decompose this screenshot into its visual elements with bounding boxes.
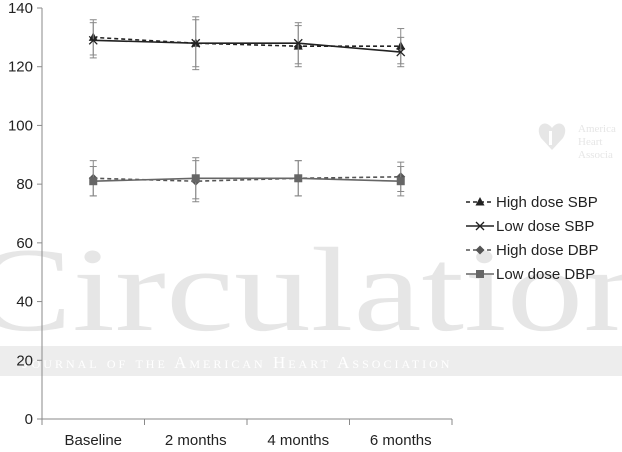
y-tick-label: 20 bbox=[16, 352, 33, 369]
x-tick-label: Baseline bbox=[64, 432, 122, 449]
watermark-title: Circulation bbox=[0, 223, 622, 356]
series-line bbox=[93, 39, 401, 53]
y-tick-label: 100 bbox=[8, 117, 33, 134]
watermark: Circulation Journal of the American Hear… bbox=[0, 123, 622, 376]
data-point bbox=[396, 47, 406, 57]
axes: 0 20 40 60 80 100 120 140 Baseline 2 months 4 mont… bbox=[8, 0, 453, 449]
data-point bbox=[293, 38, 303, 48]
x-tick-label: 2 months bbox=[165, 432, 227, 449]
heart-logo-icon: America Heart Associa bbox=[538, 123, 616, 161]
legend-marker bbox=[475, 197, 485, 206]
y-tick-label: 80 bbox=[16, 176, 33, 193]
x-tick-label: 6 months bbox=[370, 432, 432, 449]
watermark-band-text: Journal of the American Heart Associatio… bbox=[22, 353, 452, 372]
plot-area bbox=[88, 16, 406, 203]
legend-label: High dose SBP bbox=[496, 194, 598, 211]
series-1 bbox=[88, 19, 406, 68]
svg-text:Associa: Associa bbox=[578, 149, 613, 161]
x-tick-label: 4 months bbox=[267, 432, 329, 449]
legend-item: Low dose DBP bbox=[466, 266, 595, 283]
legend-item: Low dose SBP bbox=[466, 218, 594, 235]
legend-marker bbox=[475, 221, 485, 231]
svg-text:Heart: Heart bbox=[578, 136, 602, 148]
series-3 bbox=[89, 157, 405, 200]
data-point bbox=[396, 177, 405, 186]
legend-label: Low dose SBP bbox=[496, 218, 594, 235]
watermark-band bbox=[0, 346, 622, 376]
legend-label: Low dose DBP bbox=[496, 266, 595, 283]
svg-text:America: America bbox=[578, 123, 616, 135]
y-tick-label: 40 bbox=[16, 294, 33, 311]
y-tick-label: 0 bbox=[25, 411, 33, 428]
legend-item: High dose SBP bbox=[466, 194, 598, 211]
data-point bbox=[88, 35, 98, 45]
data-point bbox=[89, 177, 98, 186]
series-line bbox=[93, 36, 401, 47]
legend-marker bbox=[475, 245, 485, 255]
y-tick-label: 140 bbox=[8, 0, 33, 17]
data-point bbox=[294, 174, 303, 183]
data-point bbox=[191, 174, 200, 183]
legend-marker bbox=[476, 270, 484, 278]
series-2 bbox=[88, 160, 406, 203]
series-line bbox=[93, 177, 401, 183]
legend-label: High dose DBP bbox=[496, 242, 599, 259]
y-tick-label: 120 bbox=[8, 59, 33, 76]
legend: High dose SBP Low dose SBP High dose DBP Lo… bbox=[466, 194, 599, 283]
data-point bbox=[191, 38, 201, 48]
y-tick-label: 60 bbox=[16, 235, 33, 252]
legend-item: High dose DBP bbox=[466, 242, 599, 259]
